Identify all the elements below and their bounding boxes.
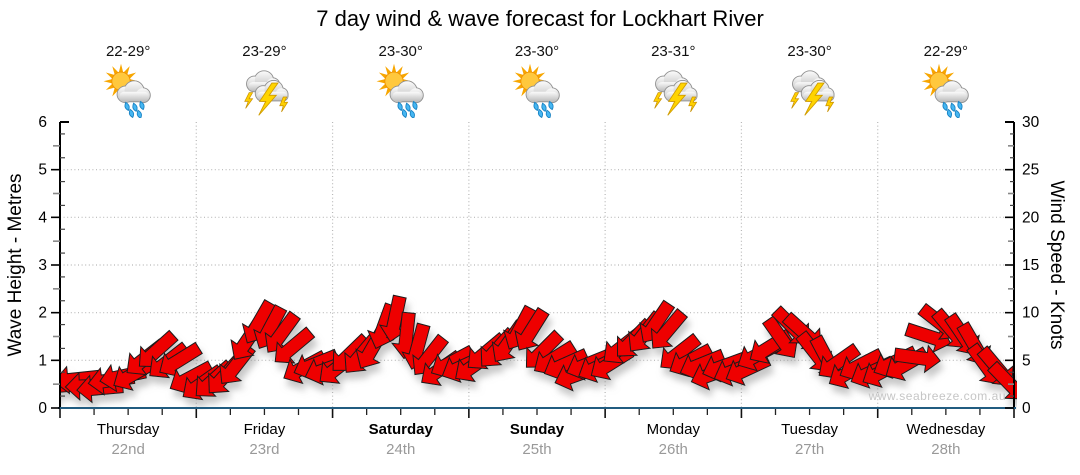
wind-arrows-series xyxy=(59,294,1017,404)
thunderstorm-icon xyxy=(781,62,839,118)
wind-tick-label: 10 xyxy=(1022,305,1040,322)
day-temperature-range: 22-29° xyxy=(923,43,969,60)
wind-tick-label: 0 xyxy=(1022,400,1031,417)
wave-tick-label: 1 xyxy=(38,352,47,369)
wind-tick-label: 5 xyxy=(1022,352,1031,369)
wave-tick-label: 4 xyxy=(38,209,47,226)
x-axis-day-name: Thursday xyxy=(96,421,160,438)
x-axis-day-name: Wednesday xyxy=(906,421,986,438)
day-temperature-range: 23-29° xyxy=(242,43,287,60)
sun-cloud-showers-icon xyxy=(372,62,430,118)
wind-arrow xyxy=(274,326,316,364)
x-axis-day-name: Monday xyxy=(646,421,700,438)
x-axis-day-date: 28th xyxy=(931,441,961,458)
x-axis-day-date: 23rd xyxy=(249,441,280,458)
wind-arrow xyxy=(650,307,689,349)
x-axis-day-date: 25th xyxy=(522,441,552,458)
wind-tick-label: 15 xyxy=(1022,257,1039,274)
tick-labels: 0 1 2 3 4 5 6 0 5 10 15 20 25 30 xyxy=(38,114,1039,417)
wind-arrow xyxy=(904,322,952,353)
day-temperature-range: 23-30° xyxy=(514,43,560,60)
axes-and-ticks xyxy=(51,121,1016,418)
wave-tick-label: 3 xyxy=(38,257,47,274)
wave-height-axis-title: Wave Height - Metres xyxy=(5,173,26,357)
wave-tick-label: 2 xyxy=(38,305,47,322)
wind-tick-label: 25 xyxy=(1022,162,1039,179)
wind-tick-label: 30 xyxy=(1022,114,1040,131)
chart-title: 7 day wind & wave forecast for Lockhart … xyxy=(316,6,764,31)
thunderstorm-icon xyxy=(644,62,702,118)
day-temperature-range: 23-30° xyxy=(787,43,832,60)
thunderstorm-icon xyxy=(235,62,293,118)
x-axis-day-name: Sunday xyxy=(509,421,565,438)
day-temperature-range: 22-29° xyxy=(105,43,151,60)
day-temperature-range: 23-31° xyxy=(651,43,696,60)
sun-cloud-showers-icon xyxy=(917,62,975,118)
sun-cloud-showers-icon xyxy=(508,62,566,118)
watermark: www.seabreeze.com.au xyxy=(868,389,1006,403)
wind-speed-axis-title: Wind Speed - Knots xyxy=(1046,180,1067,350)
x-axis-day-date: 27th xyxy=(794,441,825,458)
wind-arrow xyxy=(264,310,301,353)
x-axis-day-name: Tuesday xyxy=(781,421,839,438)
wind-tick-label: 20 xyxy=(1022,209,1040,226)
x-axis-day-name: Saturday xyxy=(368,421,433,438)
wind-arrow xyxy=(893,344,941,374)
x-axis-day-date: 26th xyxy=(658,441,688,458)
wave-tick-label: 5 xyxy=(38,162,47,179)
wave-tick-label: 0 xyxy=(38,400,47,417)
wind-arrow xyxy=(514,306,550,351)
day-temperature-range: 23-30° xyxy=(378,43,423,60)
sun-cloud-showers-icon xyxy=(99,62,157,118)
x-axis-day-date: 22nd xyxy=(111,441,145,458)
x-axis-day-date: 24th xyxy=(386,441,416,458)
wave-tick-label: 6 xyxy=(38,114,47,131)
x-axis-day-name: Friday xyxy=(243,421,286,438)
